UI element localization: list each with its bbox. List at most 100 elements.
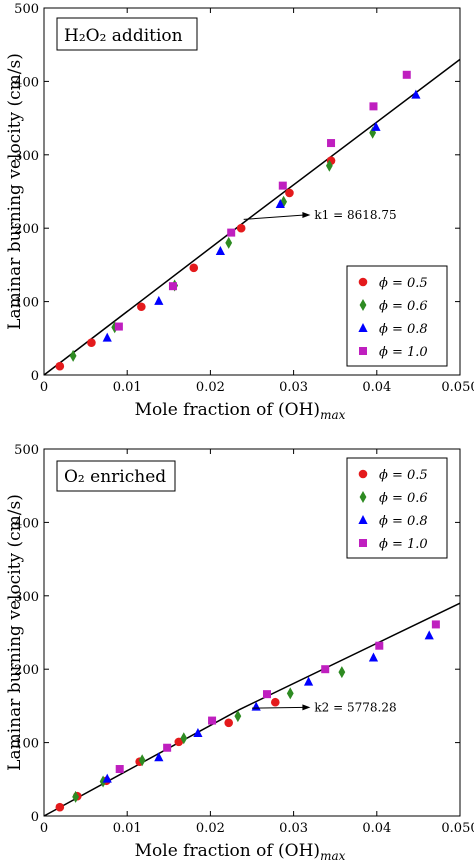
data-point [137, 302, 146, 312]
series-3 [114, 70, 411, 331]
chart-o2-enriched: 0 0.01 0.02 0.03 0.04 0.050 0 100 200 300 400 500 Mo… [5, 443, 474, 861]
data-point [270, 697, 280, 707]
annotation-label: k2 = 5778.28 [314, 700, 396, 714]
data-point [138, 754, 146, 767]
legend-label: ϕ = 1.0 [379, 537, 428, 552]
data-point [102, 332, 112, 342]
data-point [168, 282, 177, 291]
data-point [87, 338, 96, 348]
legend-label: ϕ = 0.6 [379, 491, 428, 506]
series-0 [55, 697, 280, 812]
data-point [338, 666, 346, 679]
y-tick-label: 100 [14, 737, 39, 752]
data-point [325, 159, 333, 172]
data-point [69, 349, 77, 362]
y-tick-label: 0 [31, 369, 39, 384]
data-point [55, 802, 65, 812]
data-point [431, 620, 440, 629]
x-tick-label: 0 [40, 821, 48, 836]
legend-label: ϕ = 1.0 [379, 345, 428, 360]
data-point [55, 361, 65, 371]
x-tick-label: 0.03 [279, 821, 308, 836]
data-point [327, 139, 336, 148]
data-point [102, 773, 112, 783]
x-tick-label: 0 [40, 380, 48, 395]
y-tick-label: 400 [14, 75, 39, 90]
y-tick-label: 0 [31, 810, 39, 825]
x-tick-label: 0.03 [279, 380, 308, 395]
data-point [278, 181, 287, 190]
annotation-arrowhead [302, 704, 311, 711]
data-point [285, 188, 294, 198]
x-tick-label: 0.01 [113, 821, 142, 836]
y-tick-label: 200 [14, 663, 39, 678]
y-axis-label: Laminar burning velocity (cm/s) [5, 494, 25, 771]
data-point [286, 687, 294, 700]
plot-frame [43, 448, 461, 817]
title-box [56, 17, 198, 51]
y-tick-label: 400 [14, 516, 39, 531]
data-point [303, 676, 314, 686]
annotation-arrowhead [302, 211, 311, 218]
data-point [224, 718, 234, 728]
data-point [262, 690, 271, 699]
legend-label: ϕ = 0.5 [379, 468, 428, 483]
x-tick-label: 0.02 [196, 821, 225, 836]
y-tick-label: 200 [14, 222, 39, 237]
data-point [234, 710, 242, 723]
x-tick-label: 0.050 [441, 821, 474, 836]
series-3 [115, 620, 440, 774]
x-tick-label: 0.050 [441, 380, 474, 395]
legend-marker [359, 299, 367, 311]
data-point [189, 263, 199, 273]
data-point [227, 228, 236, 237]
data-point [174, 737, 184, 747]
series-1 [72, 666, 346, 803]
legend-label: ϕ = 0.8 [379, 514, 428, 529]
data-point [402, 70, 411, 79]
data-point [154, 295, 164, 305]
y-tick-label: 500 [14, 443, 39, 458]
y-tick-label: 500 [14, 2, 39, 17]
legend-label: ϕ = 0.5 [379, 276, 428, 291]
data-point [424, 630, 434, 640]
annotation-label: k1 = 8618.75 [314, 208, 396, 222]
x-tick-label: 0.04 [362, 380, 391, 395]
series-2 [102, 630, 434, 783]
data-point [180, 732, 188, 745]
y-tick-label: 300 [14, 149, 39, 164]
data-point [99, 775, 107, 788]
y-axis-label: Laminar burning velocity (cm/s) [5, 53, 25, 330]
plot-frame [43, 7, 461, 376]
x-tick-label: 0.01 [113, 380, 142, 395]
legend-marker [358, 277, 368, 287]
y-tick-label: 100 [14, 296, 39, 311]
legend-marker [358, 323, 368, 332]
data-point [154, 752, 164, 762]
x-tick-label: 0.04 [362, 821, 391, 836]
x-axis-label: Mole fraction of (OH)max [135, 400, 346, 422]
data-point [225, 236, 233, 249]
legend-label: ϕ = 0.6 [379, 299, 428, 314]
data-point [208, 716, 217, 725]
y-tick-label: 300 [14, 590, 39, 605]
legend-marker [359, 539, 367, 547]
data-point [163, 743, 172, 752]
data-point [114, 322, 123, 331]
chart-title: O₂ enriched [64, 467, 166, 487]
x-axis-label: Mole fraction of (OH)max [135, 841, 346, 861]
annotation-arrow [251, 706, 305, 709]
data-point [115, 765, 124, 774]
data-point [321, 665, 330, 674]
series-0 [55, 156, 336, 371]
legend-label: ϕ = 0.8 [379, 322, 428, 337]
data-point [369, 102, 378, 111]
series-2 [102, 89, 421, 342]
data-point [236, 223, 246, 233]
title-box [56, 460, 176, 492]
legend-marker [358, 515, 368, 524]
legend-marker [359, 347, 367, 355]
data-point [411, 89, 421, 99]
chart-title: H₂O₂ addition [64, 26, 183, 46]
